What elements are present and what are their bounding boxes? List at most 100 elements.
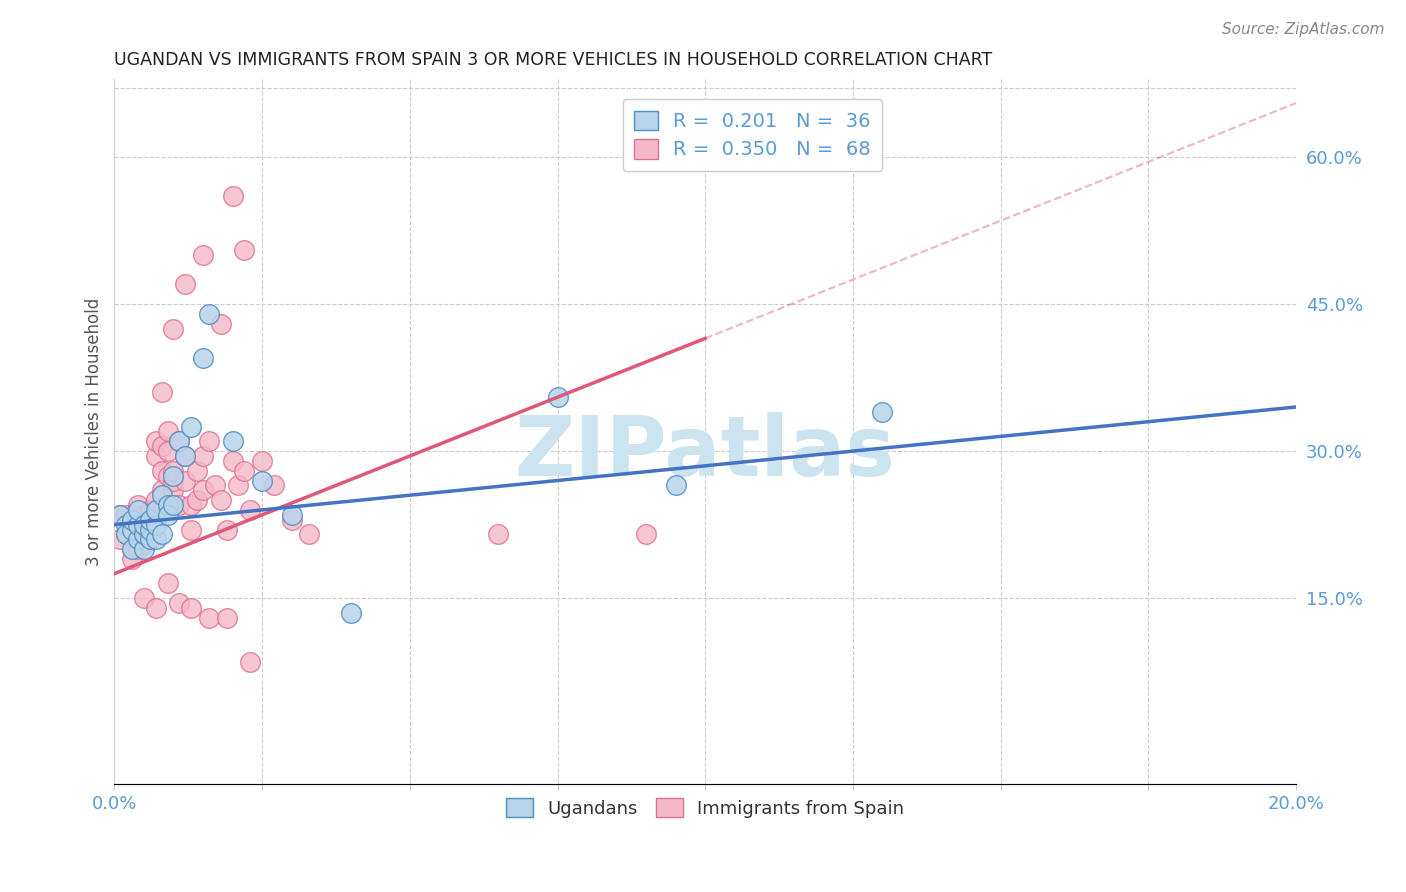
Point <box>132 527 155 541</box>
Point <box>174 449 197 463</box>
Point <box>145 493 167 508</box>
Point <box>221 454 243 468</box>
Point <box>162 321 184 335</box>
Point <box>162 464 184 478</box>
Point <box>150 527 173 541</box>
Point <box>110 508 132 522</box>
Point <box>121 542 143 557</box>
Point <box>191 351 214 365</box>
Legend: Ugandans, Immigrants from Spain: Ugandans, Immigrants from Spain <box>499 790 911 825</box>
Point <box>156 425 179 439</box>
Point <box>339 606 361 620</box>
Point <box>110 533 132 547</box>
Point <box>156 576 179 591</box>
Point <box>139 527 162 541</box>
Point <box>215 611 238 625</box>
Point <box>150 385 173 400</box>
Point <box>547 390 569 404</box>
Point <box>145 434 167 449</box>
Point <box>115 508 138 522</box>
Point <box>180 523 202 537</box>
Point <box>250 454 273 468</box>
Point <box>215 523 238 537</box>
Point <box>139 533 162 547</box>
Point <box>221 189 243 203</box>
Point <box>127 503 149 517</box>
Point <box>110 508 132 522</box>
Point <box>174 449 197 463</box>
Point <box>191 449 214 463</box>
Point <box>139 513 162 527</box>
Point <box>145 517 167 532</box>
Point <box>250 474 273 488</box>
Point <box>132 527 155 541</box>
Point <box>488 527 510 541</box>
Point <box>150 488 173 502</box>
Point <box>139 517 162 532</box>
Point <box>162 498 184 512</box>
Point <box>121 542 143 557</box>
Point <box>150 439 173 453</box>
Point <box>132 508 155 522</box>
Y-axis label: 3 or more Vehicles in Household: 3 or more Vehicles in Household <box>86 297 103 566</box>
Point <box>145 449 167 463</box>
Point <box>280 513 302 527</box>
Point <box>174 277 197 292</box>
Point <box>221 434 243 449</box>
Point <box>180 601 202 615</box>
Point <box>127 533 149 547</box>
Point <box>127 517 149 532</box>
Point <box>280 508 302 522</box>
Point <box>132 591 155 606</box>
Point <box>132 542 155 557</box>
Text: ZIPatlas: ZIPatlas <box>515 412 896 493</box>
Point <box>115 527 138 541</box>
Point <box>121 513 143 527</box>
Point <box>115 517 138 532</box>
Point <box>239 655 262 669</box>
Point <box>169 434 191 449</box>
Point <box>872 405 894 419</box>
Text: Source: ZipAtlas.com: Source: ZipAtlas.com <box>1222 22 1385 37</box>
Point <box>127 498 149 512</box>
Point <box>204 478 226 492</box>
Point <box>139 523 162 537</box>
Point <box>156 498 179 512</box>
Point <box>180 498 202 512</box>
Point <box>191 483 214 498</box>
Point <box>127 508 149 522</box>
Point <box>186 464 208 478</box>
Point <box>169 596 191 610</box>
Point <box>198 611 221 625</box>
Point <box>145 503 167 517</box>
Point <box>239 503 262 517</box>
Point <box>121 517 143 532</box>
Point <box>169 498 191 512</box>
Point <box>115 527 138 541</box>
Point <box>121 552 143 566</box>
Point <box>228 478 250 492</box>
Point <box>150 464 173 478</box>
Point <box>263 478 285 492</box>
Point <box>191 248 214 262</box>
Point <box>121 523 143 537</box>
Point <box>209 493 232 508</box>
Point <box>174 474 197 488</box>
Point <box>145 601 167 615</box>
Point <box>169 434 191 449</box>
Point <box>665 478 688 492</box>
Point <box>145 533 167 547</box>
Point <box>198 307 221 321</box>
Point <box>127 533 149 547</box>
Point <box>156 444 179 458</box>
Point <box>127 542 149 557</box>
Point <box>180 419 202 434</box>
Point <box>150 483 173 498</box>
Point <box>156 468 179 483</box>
Point <box>298 527 321 541</box>
Point <box>156 508 179 522</box>
Point <box>162 483 184 498</box>
Point <box>198 434 221 449</box>
Point <box>209 317 232 331</box>
Text: UGANDAN VS IMMIGRANTS FROM SPAIN 3 OR MORE VEHICLES IN HOUSEHOLD CORRELATION CHA: UGANDAN VS IMMIGRANTS FROM SPAIN 3 OR MO… <box>114 51 993 69</box>
